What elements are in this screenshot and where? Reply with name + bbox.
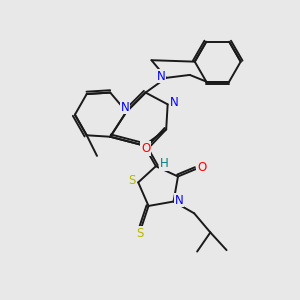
Text: N: N bbox=[157, 70, 165, 83]
Text: N: N bbox=[170, 96, 178, 110]
Text: S: S bbox=[136, 227, 143, 240]
Text: S: S bbox=[128, 174, 135, 188]
Text: O: O bbox=[197, 161, 206, 174]
Text: H: H bbox=[160, 157, 169, 170]
Text: N: N bbox=[175, 194, 184, 207]
Text: O: O bbox=[141, 142, 150, 155]
Text: N: N bbox=[121, 101, 129, 114]
